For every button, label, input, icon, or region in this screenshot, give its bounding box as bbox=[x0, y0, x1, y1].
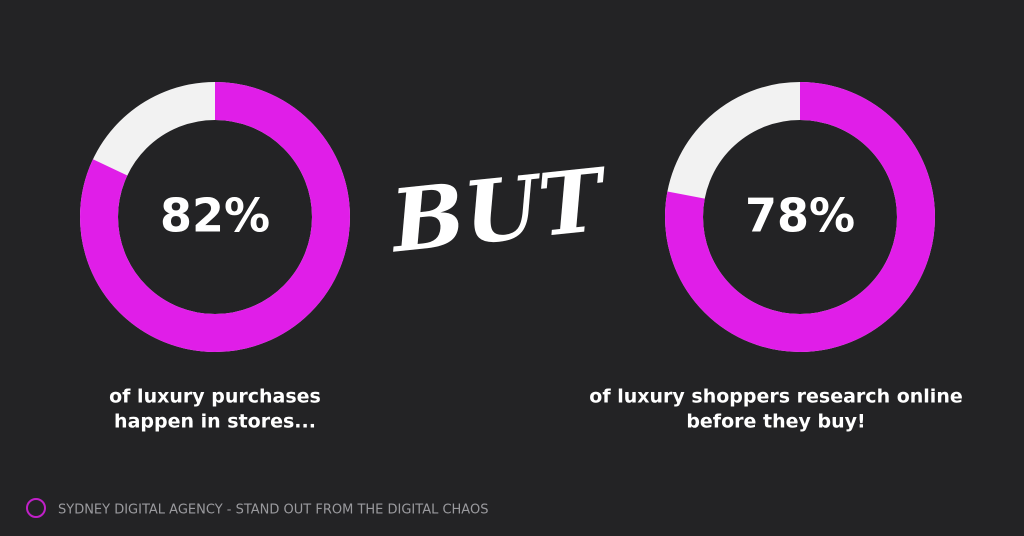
donut-arc bbox=[665, 82, 935, 352]
caption: of luxury purchases bbox=[109, 386, 321, 408]
footer: SYDNEY DIGITAL AGENCY - STAND OUT FROM T… bbox=[58, 503, 488, 518]
value-label: 78% bbox=[745, 189, 855, 243]
donut-arc bbox=[80, 82, 350, 352]
connector-word: BUT bbox=[384, 149, 614, 273]
logo bbox=[26, 498, 46, 518]
caption: before they buy! bbox=[686, 411, 865, 433]
value-label: 82% bbox=[160, 189, 270, 243]
caption: of luxury shoppers research online bbox=[589, 386, 962, 408]
caption: happen in stores... bbox=[114, 411, 316, 433]
